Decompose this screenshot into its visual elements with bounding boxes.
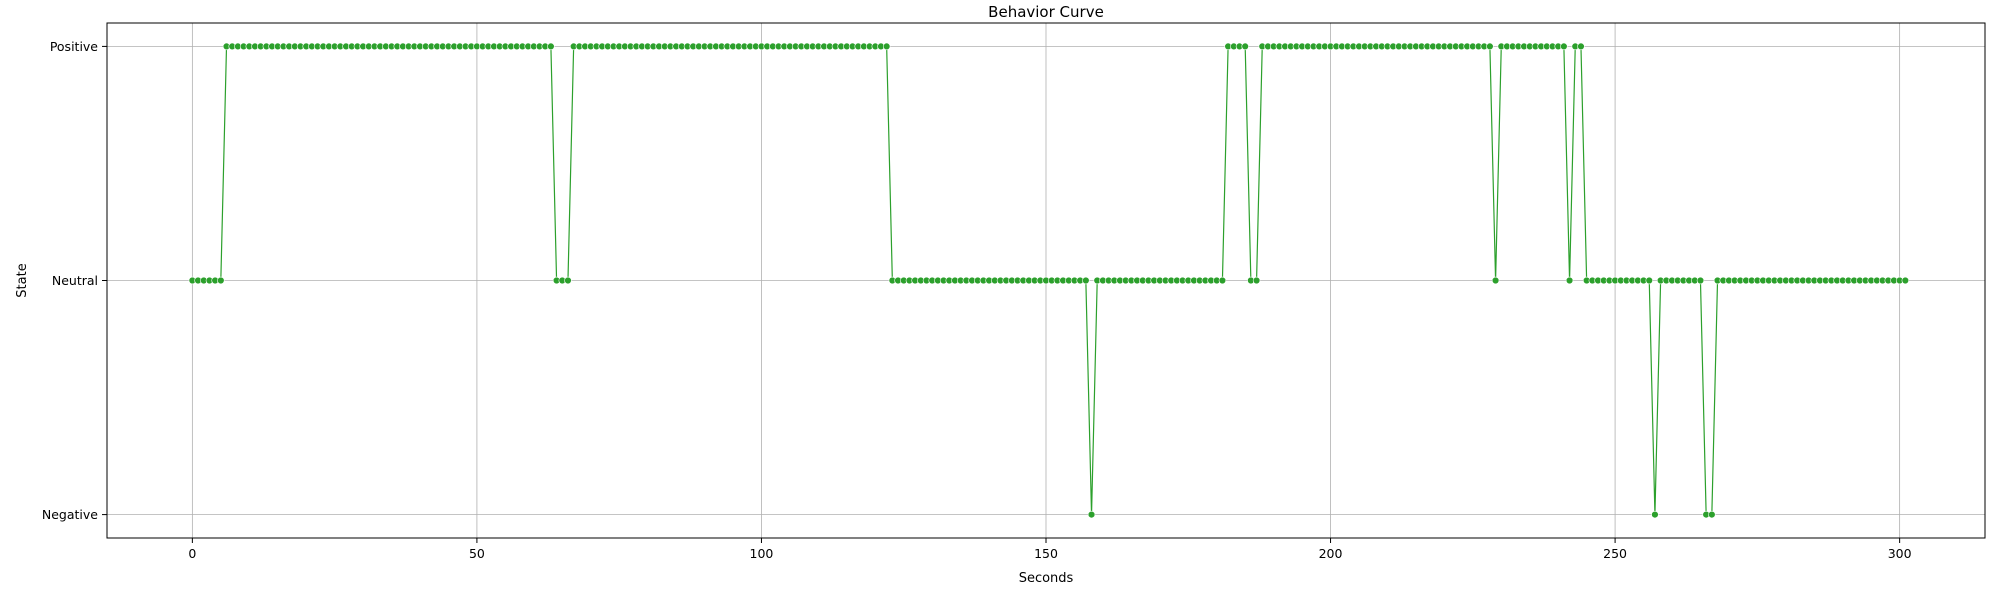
data-point xyxy=(564,276,572,285)
data-point xyxy=(882,42,891,51)
tick-layer: 0 50 100 150 200 250 300 Negative Neutral Positiv… xyxy=(42,39,1912,561)
x-tick-label: 200 xyxy=(1319,546,1343,561)
data-point xyxy=(1696,276,1705,285)
data-point xyxy=(1645,276,1653,285)
x-axis-label: Seconds xyxy=(1019,571,1074,586)
data-point xyxy=(1491,276,1500,285)
data-point xyxy=(1560,42,1568,51)
data-point xyxy=(547,42,555,51)
y-tick-label: Neutral xyxy=(52,273,98,288)
y-tick-label: Negative xyxy=(42,507,98,522)
x-tick-label: 250 xyxy=(1603,546,1627,561)
x-tick-label: 50 xyxy=(469,546,485,561)
x-tick-label: 100 xyxy=(750,546,774,561)
data-point xyxy=(1082,276,1090,285)
data-point xyxy=(1577,42,1585,51)
data-point xyxy=(1087,510,1096,519)
series-points-layer xyxy=(188,42,1910,519)
x-tick-label: 0 xyxy=(188,546,196,561)
chart-title: Behavior Curve xyxy=(988,3,1104,21)
x-tick-label: 150 xyxy=(1034,546,1058,561)
y-tick-label: Positive xyxy=(50,39,98,54)
data-point xyxy=(1565,276,1574,285)
y-axis-label: State xyxy=(15,263,30,297)
data-point xyxy=(1708,510,1716,519)
data-point xyxy=(1486,42,1494,51)
data-point xyxy=(217,276,225,285)
data-point xyxy=(1651,510,1659,519)
data-point xyxy=(1901,276,1910,285)
data-point xyxy=(1241,42,1249,51)
data-point xyxy=(1218,276,1227,285)
x-tick-label: 300 xyxy=(1888,546,1912,561)
data-point xyxy=(1252,276,1261,285)
